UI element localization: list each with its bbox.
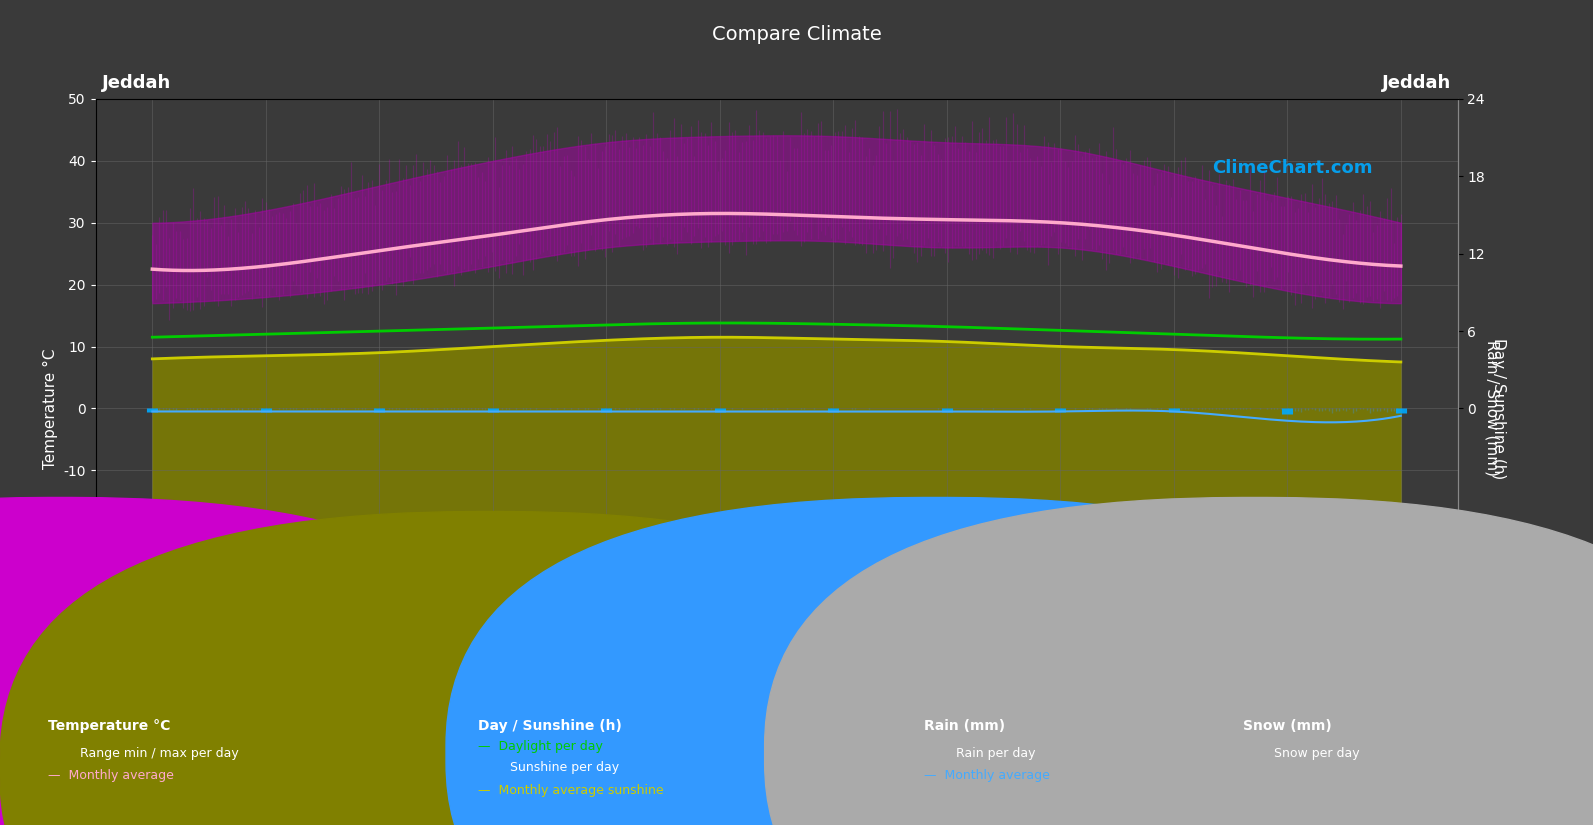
Text: Day / Sunshine (h): Day / Sunshine (h) bbox=[478, 719, 621, 733]
Text: —  Monthly average: — Monthly average bbox=[1243, 769, 1368, 782]
Text: Rain (mm): Rain (mm) bbox=[924, 719, 1005, 733]
Text: Compare Climate: Compare Climate bbox=[712, 25, 881, 44]
Text: Rain per day: Rain per day bbox=[956, 747, 1035, 760]
Text: Snow per day: Snow per day bbox=[1274, 747, 1360, 760]
Text: Sunshine per day: Sunshine per day bbox=[510, 761, 620, 774]
Text: Jeddah: Jeddah bbox=[1381, 74, 1451, 92]
Y-axis label: Temperature °C: Temperature °C bbox=[43, 348, 57, 469]
Y-axis label: Rain / Snow (mm): Rain / Snow (mm) bbox=[1485, 341, 1499, 476]
Text: Jeddah: Jeddah bbox=[102, 74, 172, 92]
Text: —  Daylight per day: — Daylight per day bbox=[478, 740, 602, 753]
Text: Range min / max per day: Range min / max per day bbox=[80, 747, 239, 760]
Text: ClimeChart.com: ClimeChart.com bbox=[1212, 159, 1373, 177]
Text: Temperature °C: Temperature °C bbox=[48, 719, 170, 733]
Y-axis label: Day / Sunshine (h): Day / Sunshine (h) bbox=[1491, 337, 1505, 479]
Text: —  Monthly average: — Monthly average bbox=[924, 769, 1050, 782]
Text: —  Monthly average sunshine: — Monthly average sunshine bbox=[478, 784, 664, 797]
Text: Snow (mm): Snow (mm) bbox=[1243, 719, 1332, 733]
Text: —  Monthly average: — Monthly average bbox=[48, 769, 174, 782]
Text: ClimeChart.com: ClimeChart.com bbox=[123, 667, 284, 685]
Text: © ClimeChart.com: © ClimeChart.com bbox=[1427, 799, 1545, 812]
